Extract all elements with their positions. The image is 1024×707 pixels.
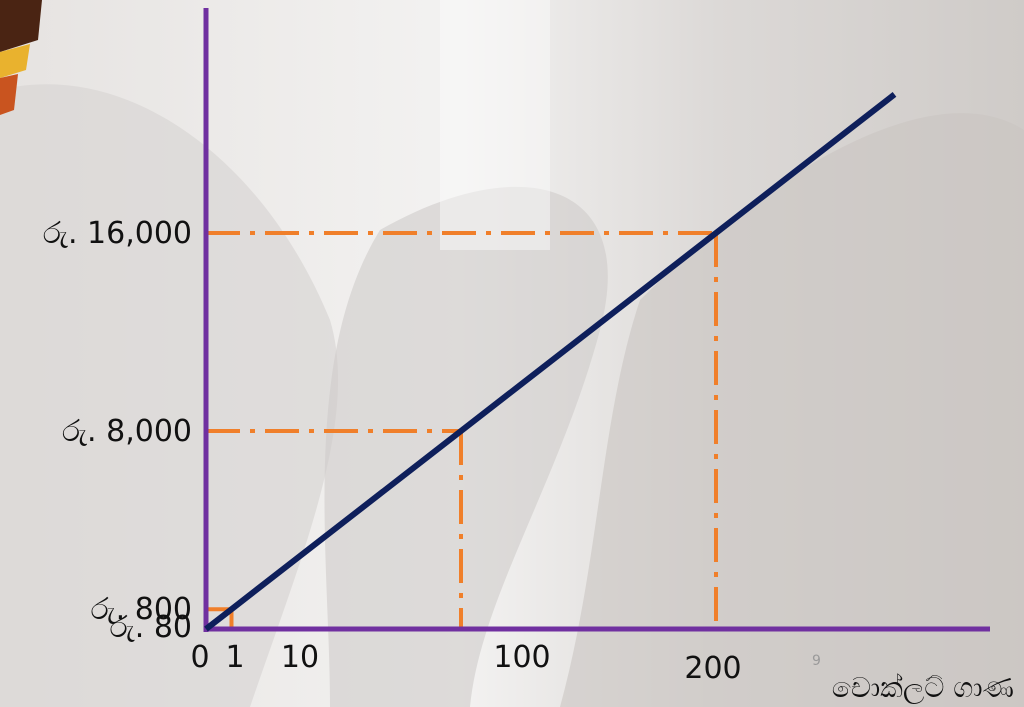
axes [203, 8, 990, 632]
x-tick-labels: 0 1 10 100 200 [190, 640, 741, 686]
y-tick-label-0: රු. 80 [110, 610, 192, 645]
y-tick-label-2: රු. 8,000 [62, 414, 192, 449]
x-tick-label-0: 0 [190, 640, 209, 675]
y-tick-label-3: රු. 16,000 [43, 216, 192, 251]
x-tick-label-4: 200 [684, 651, 741, 686]
series-layer [204, 92, 897, 632]
y-tick-label-1: රු. 800 [91, 592, 192, 627]
slide-number: 9 [812, 653, 821, 669]
x-axis-label: චොක්ලට් ගාණ [832, 671, 1014, 704]
y-tick-labels: රු. 80රු. 800 රු. 8,000 රු. 16,000 [43, 216, 192, 645]
x-tick-label-1: 1 [225, 640, 244, 675]
x-tick-label-3: 100 [493, 640, 550, 675]
series-line-0 [204, 92, 897, 632]
x-tick-label-2: 10 [281, 640, 319, 675]
chocolate-bar-icon [0, 0, 42, 115]
guide-lines [206, 231, 718, 629]
